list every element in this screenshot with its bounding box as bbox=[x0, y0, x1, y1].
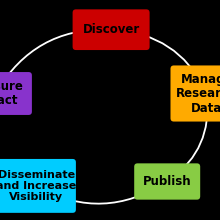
Text: Discover: Discover bbox=[82, 23, 140, 36]
FancyBboxPatch shape bbox=[0, 72, 32, 115]
FancyBboxPatch shape bbox=[134, 163, 200, 200]
Text: Manage
Research
Data: Manage Research Data bbox=[176, 73, 220, 114]
Text: Disseminate
and Increase
Visibility: Disseminate and Increase Visibility bbox=[0, 170, 76, 202]
Text: Measure
Impact: Measure Impact bbox=[0, 80, 24, 107]
FancyBboxPatch shape bbox=[73, 9, 150, 50]
Text: Publish: Publish bbox=[143, 175, 192, 188]
FancyBboxPatch shape bbox=[170, 66, 220, 121]
FancyBboxPatch shape bbox=[0, 159, 76, 213]
